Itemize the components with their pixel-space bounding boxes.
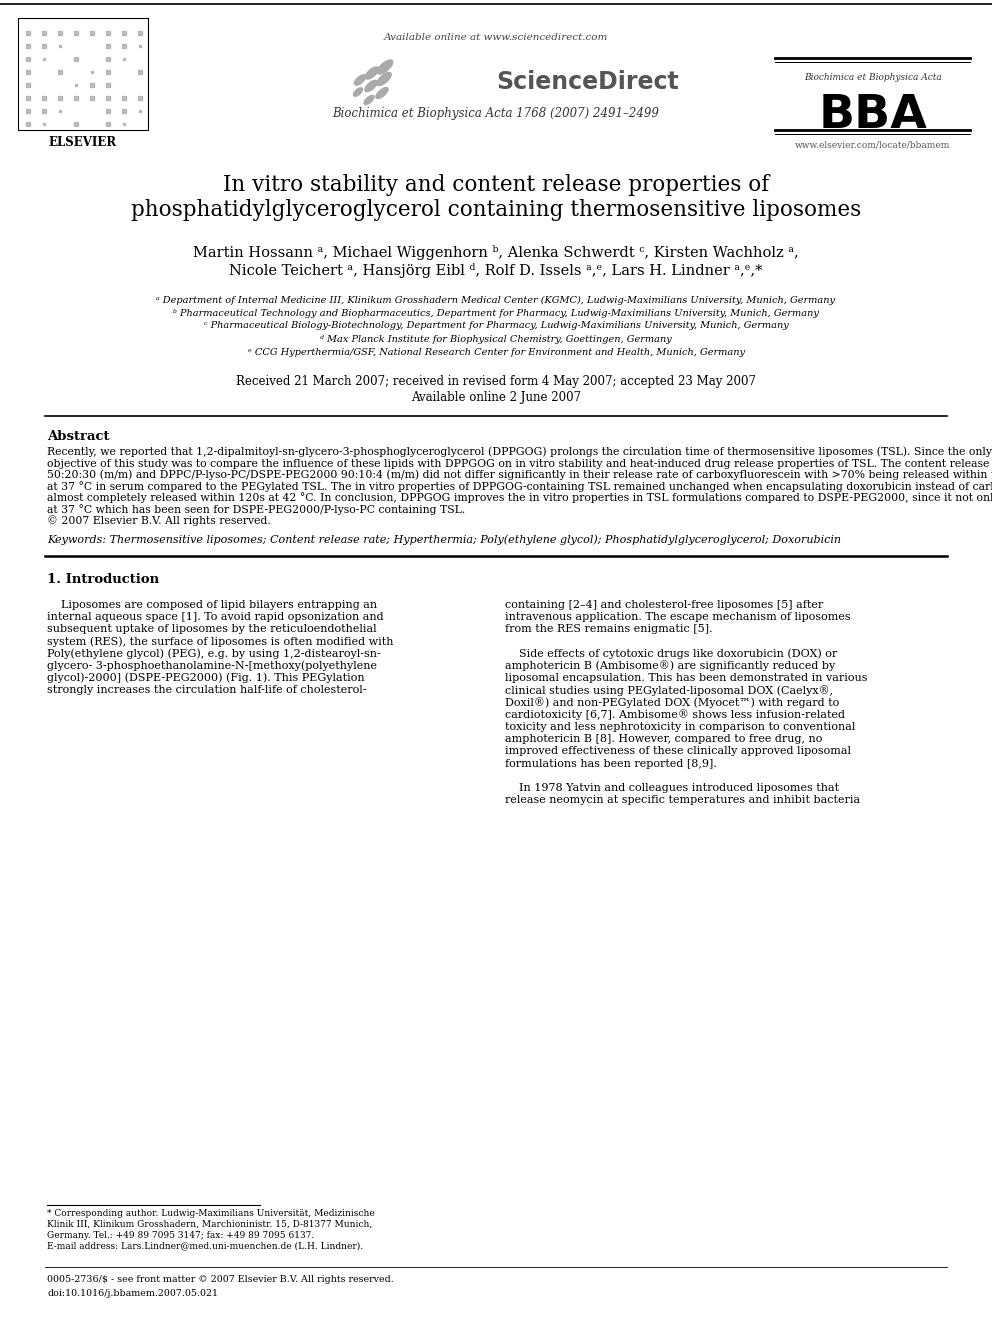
Text: * Corresponding author. Ludwig-Maximilians Universität, Medizinische: * Corresponding author. Ludwig-Maximilia… xyxy=(47,1208,375,1217)
Ellipse shape xyxy=(376,87,388,98)
Text: doi:10.1016/j.bbamem.2007.05.021: doi:10.1016/j.bbamem.2007.05.021 xyxy=(47,1289,218,1298)
Ellipse shape xyxy=(365,67,379,79)
Text: amphotericin B [8]. However, compared to free drug, no: amphotericin B [8]. However, compared to… xyxy=(505,734,822,745)
Text: © 2007 Elsevier B.V. All rights reserved.: © 2007 Elsevier B.V. All rights reserved… xyxy=(47,516,271,527)
Text: Liposomes are composed of lipid bilayers entrapping an: Liposomes are composed of lipid bilayers… xyxy=(47,601,377,610)
Ellipse shape xyxy=(364,95,374,105)
Text: Nicole Teichert ᵃ, Hansjörg Eibl ᵈ, Rolf D. Issels ᵃ,ᵉ, Lars H. Lindner ᵃ,ᵉ,*: Nicole Teichert ᵃ, Hansjörg Eibl ᵈ, Rolf… xyxy=(229,262,763,278)
Text: objective of this study was to compare the influence of these lipids with DPPGOG: objective of this study was to compare t… xyxy=(47,459,992,468)
Text: Martin Hossann ᵃ, Michael Wiggenhorn ᵇ, Alenka Schwerdt ᶜ, Kirsten Wachholz ᵃ,: Martin Hossann ᵃ, Michael Wiggenhorn ᵇ, … xyxy=(193,245,799,259)
Text: from the RES remains enigmatic [5].: from the RES remains enigmatic [5]. xyxy=(505,624,712,635)
Text: Available online at www.sciencedirect.com: Available online at www.sciencedirect.co… xyxy=(384,33,608,41)
Text: clinical studies using PEGylated-liposomal DOX (Caelyx®,: clinical studies using PEGylated-liposom… xyxy=(505,685,833,696)
Text: E-mail address: Lars.Lindner@med.uni-muenchen.de (L.H. Lindner).: E-mail address: Lars.Lindner@med.uni-mue… xyxy=(47,1241,363,1250)
Text: internal aqueous space [1]. To avoid rapid opsonization and: internal aqueous space [1]. To avoid rap… xyxy=(47,613,384,622)
Text: containing [2–4] and cholesterol-free liposomes [5] after: containing [2–4] and cholesterol-free li… xyxy=(505,601,823,610)
Text: ᶜ Pharmaceutical Biology-Biotechnology, Department for Pharmacy, Ludwig-Maximili: ᶜ Pharmaceutical Biology-Biotechnology, … xyxy=(203,321,789,331)
Ellipse shape xyxy=(377,73,391,86)
Text: subsequent uptake of liposomes by the reticuloendothelial: subsequent uptake of liposomes by the re… xyxy=(47,624,377,635)
Text: glycol)-2000] (DSPE-PEG2000) (Fig. 1). This PEGylation: glycol)-2000] (DSPE-PEG2000) (Fig. 1). T… xyxy=(47,673,365,684)
Text: formulations has been reported [8,9].: formulations has been reported [8,9]. xyxy=(505,758,717,769)
Ellipse shape xyxy=(365,81,377,91)
Text: In 1978 Yatvin and colleagues introduced liposomes that: In 1978 Yatvin and colleagues introduced… xyxy=(505,783,839,792)
Text: 0005-2736/$ - see front matter © 2007 Elsevier B.V. All rights reserved.: 0005-2736/$ - see front matter © 2007 El… xyxy=(47,1274,394,1283)
Text: ELSEVIER: ELSEVIER xyxy=(49,135,117,148)
Text: Available online 2 June 2007: Available online 2 June 2007 xyxy=(411,390,581,404)
Text: amphotericin B (Ambisome®) are significantly reduced by: amphotericin B (Ambisome®) are significa… xyxy=(505,660,835,671)
Text: phosphatidylglyceroglycerol containing thermosensitive liposomes: phosphatidylglyceroglycerol containing t… xyxy=(131,198,861,221)
Text: Klinik III, Klinikum Grosshadern, Marchioninistr. 15, D-81377 Munich,: Klinik III, Klinikum Grosshadern, Marchi… xyxy=(47,1220,372,1229)
Text: Abstract: Abstract xyxy=(47,430,109,442)
Text: Recently, we reported that 1,2-dipalmitoyl-sn-glycero-3-phosphoglyceroglycerol (: Recently, we reported that 1,2-dipalmito… xyxy=(47,447,992,458)
Text: Side effects of cytotoxic drugs like doxorubicin (DOX) or: Side effects of cytotoxic drugs like dox… xyxy=(505,648,837,659)
Text: www.elsevier.com/locate/bbamem: www.elsevier.com/locate/bbamem xyxy=(796,140,950,149)
Text: toxicity and less nephrotoxicity in comparison to conventional: toxicity and less nephrotoxicity in comp… xyxy=(505,722,855,732)
Text: ScienceDirect: ScienceDirect xyxy=(496,70,679,94)
Text: liposomal encapsulation. This has been demonstrated in various: liposomal encapsulation. This has been d… xyxy=(505,673,867,683)
Text: Keywords: Thermosensitive liposomes; Content release rate; Hyperthermia; Poly(et: Keywords: Thermosensitive liposomes; Con… xyxy=(47,534,841,545)
Text: Germany. Tel.: +49 89 7095 3147; fax: +49 89 7095 6137.: Germany. Tel.: +49 89 7095 3147; fax: +4… xyxy=(47,1230,314,1240)
Text: Biochimica et Biophysica Acta: Biochimica et Biophysica Acta xyxy=(805,74,941,82)
Ellipse shape xyxy=(353,87,362,97)
Text: Biochimica et Biophysica Acta 1768 (2007) 2491–2499: Biochimica et Biophysica Acta 1768 (2007… xyxy=(332,106,660,119)
Text: at 37 °C in serum compared to the PEGylated TSL. The in vitro properties of DPPG: at 37 °C in serum compared to the PEGyla… xyxy=(47,482,992,492)
Text: ᵉ CCG Hyperthermia/GSF, National Research Center for Environment and Health, Mun: ᵉ CCG Hyperthermia/GSF, National Researc… xyxy=(247,348,745,356)
Text: ᵃ Department of Internal Medicine III, Klinikum Grosshadern Medical Center (KGMC: ᵃ Department of Internal Medicine III, K… xyxy=(157,295,835,304)
Text: 1. Introduction: 1. Introduction xyxy=(47,573,159,586)
Text: cardiotoxicity [6,7]. Ambisome® shows less infusion-related: cardiotoxicity [6,7]. Ambisome® shows le… xyxy=(505,709,845,720)
FancyBboxPatch shape xyxy=(18,19,148,130)
Text: Received 21 March 2007; received in revised form 4 May 2007; accepted 23 May 200: Received 21 March 2007; received in revi… xyxy=(236,376,756,389)
Ellipse shape xyxy=(377,60,393,74)
Text: ᵈ Max Planck Institute for Biophysical Chemistry, Goettingen, Germany: ᵈ Max Planck Institute for Biophysical C… xyxy=(320,335,672,344)
Text: system (RES), the surface of liposomes is often modified with: system (RES), the surface of liposomes i… xyxy=(47,636,394,647)
Text: strongly increases the circulation half-life of cholesterol-: strongly increases the circulation half-… xyxy=(47,685,366,696)
Text: at 37 °C which has been seen for DSPE-PEG2000/P-lyso-PC containing TSL.: at 37 °C which has been seen for DSPE-PE… xyxy=(47,504,465,515)
Text: Poly(ethylene glycol) (PEG), e.g. by using 1,2-distearoyl-sn-: Poly(ethylene glycol) (PEG), e.g. by usi… xyxy=(47,648,381,659)
Text: intravenous application. The escape mechanism of liposomes: intravenous application. The escape mech… xyxy=(505,613,850,622)
Text: glycero- 3-phosphoethanolamine-N-[methoxy(polyethylene: glycero- 3-phosphoethanolamine-N-[methox… xyxy=(47,660,377,671)
Text: Doxil®) and non-PEGylated DOX (Myocet™) with regard to: Doxil®) and non-PEGylated DOX (Myocet™) … xyxy=(505,697,839,708)
Text: almost completely released within 120s at 42 °C. In conclusion, DPPGOG improves : almost completely released within 120s a… xyxy=(47,492,992,504)
Text: release neomycin at specific temperatures and inhibit bacteria: release neomycin at specific temperature… xyxy=(505,795,860,806)
Text: In vitro stability and content release properties of: In vitro stability and content release p… xyxy=(223,175,769,196)
Text: 50:20:30 (m/m) and DPPC/P-lyso-PC/DSPE-PEG2000 90:10:4 (m/m) did not differ sign: 50:20:30 (m/m) and DPPC/P-lyso-PC/DSPE-P… xyxy=(47,470,992,480)
Text: ᵇ Pharmaceutical Technology and Biopharmaceutics, Department for Pharmacy, Ludwi: ᵇ Pharmaceutical Technology and Biopharm… xyxy=(173,308,819,318)
Text: improved effectiveness of these clinically approved liposomal: improved effectiveness of these clinical… xyxy=(505,746,851,757)
Text: BBA: BBA xyxy=(818,93,928,138)
Ellipse shape xyxy=(354,75,366,85)
